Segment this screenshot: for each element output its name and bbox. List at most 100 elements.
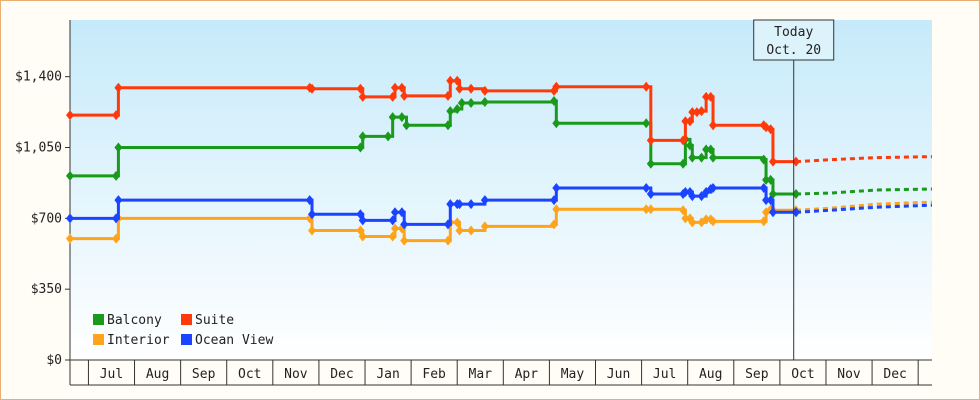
- data-point: [397, 207, 406, 218]
- data-point: [552, 182, 561, 193]
- series-layer: [66, 75, 933, 246]
- x-tick-label: Jul: [653, 367, 676, 382]
- series-forecast-line: [795, 155, 933, 164]
- data-point: [697, 106, 706, 117]
- legend: Balcony Suite Interior Ocean View: [93, 313, 273, 348]
- legend-swatch: [93, 314, 104, 325]
- data-point: [762, 195, 771, 206]
- data-point: [397, 82, 406, 93]
- data-point: [766, 124, 775, 135]
- data-point: [646, 158, 655, 169]
- y-tick-label: $0: [46, 353, 62, 368]
- x-tick-label: Mar: [469, 367, 493, 382]
- data-point: [112, 233, 121, 244]
- x-tick-label: Sep: [745, 367, 769, 382]
- data-point: [112, 110, 121, 121]
- legend-label: Suite: [195, 313, 234, 328]
- data-point: [467, 83, 476, 94]
- data-point: [709, 152, 718, 163]
- data-point: [66, 213, 74, 224]
- data-point: [480, 96, 489, 107]
- data-point: [642, 204, 651, 215]
- data-point: [457, 97, 466, 108]
- data-point: [679, 158, 688, 169]
- data-point: [453, 104, 462, 115]
- data-point: [646, 189, 655, 200]
- data-point: [308, 209, 317, 220]
- data-point: [358, 131, 367, 142]
- data-point: [646, 135, 655, 146]
- data-point: [702, 91, 711, 102]
- data-point: [759, 154, 768, 165]
- data-point: [550, 219, 559, 230]
- data-point: [702, 214, 711, 225]
- x-tick-label: May: [561, 367, 585, 382]
- data-point: [550, 195, 559, 206]
- data-point: [400, 235, 409, 246]
- data-point: [443, 235, 452, 246]
- data-point: [390, 82, 399, 93]
- series-forecast-line: [795, 187, 933, 196]
- series-interior: [66, 200, 933, 246]
- data-point: [697, 152, 706, 163]
- data-point: [759, 216, 768, 227]
- data-point: [552, 118, 561, 129]
- data-point: [305, 195, 314, 206]
- data-point: [642, 81, 651, 92]
- data-point: [388, 231, 397, 242]
- data-point: [446, 199, 455, 210]
- data-point: [709, 120, 718, 131]
- legend-item: Ocean View: [181, 333, 273, 348]
- x-tick-label: Apr: [515, 367, 539, 382]
- legend-item: Suite: [181, 313, 234, 328]
- data-point: [552, 81, 561, 92]
- series-ocean-view: [66, 182, 933, 230]
- data-point: [768, 207, 777, 218]
- data-point: [114, 82, 123, 93]
- data-point: [455, 225, 464, 236]
- data-point: [388, 215, 397, 226]
- data-point: [766, 195, 775, 206]
- data-point: [642, 182, 651, 193]
- x-tick-label: Jul: [100, 367, 123, 382]
- today-marker: Today Oct. 20: [753, 19, 835, 360]
- data-point: [388, 91, 397, 102]
- data-point: [550, 95, 559, 106]
- today-box: [753, 19, 835, 61]
- y-tick-label: $700: [31, 211, 62, 226]
- data-point: [112, 170, 121, 181]
- data-point: [384, 131, 393, 142]
- legend-label: Balcony: [107, 313, 162, 328]
- data-point: [685, 140, 694, 151]
- plot-background: [70, 20, 932, 360]
- series-forecast-line: [795, 203, 933, 214]
- legend-item: Interior: [93, 333, 170, 348]
- data-point: [402, 120, 411, 131]
- y-tick-label: $1,400: [15, 70, 62, 85]
- series-balcony: [66, 95, 933, 200]
- data-point: [358, 231, 367, 242]
- x-tick-label: Dec: [883, 367, 906, 382]
- data-point: [114, 142, 123, 153]
- data-point: [709, 182, 718, 193]
- data-point: [112, 213, 121, 224]
- data-point: [308, 225, 317, 236]
- data-point: [66, 170, 74, 181]
- series-suite: [66, 75, 933, 167]
- data-point: [766, 174, 775, 185]
- data-point: [443, 219, 452, 230]
- data-point: [443, 90, 452, 101]
- data-point: [446, 75, 455, 86]
- data-point: [66, 233, 74, 244]
- data-point: [685, 116, 694, 127]
- data-point: [688, 107, 697, 118]
- data-point: [681, 116, 690, 127]
- data-point: [308, 83, 317, 94]
- legend-swatch: [181, 334, 192, 345]
- data-point: [356, 142, 365, 153]
- data-point: [467, 199, 476, 210]
- x-tick-label: Sep: [192, 367, 216, 382]
- data-point: [66, 110, 74, 121]
- data-point: [679, 205, 688, 216]
- legend-label: Ocean View: [195, 333, 273, 348]
